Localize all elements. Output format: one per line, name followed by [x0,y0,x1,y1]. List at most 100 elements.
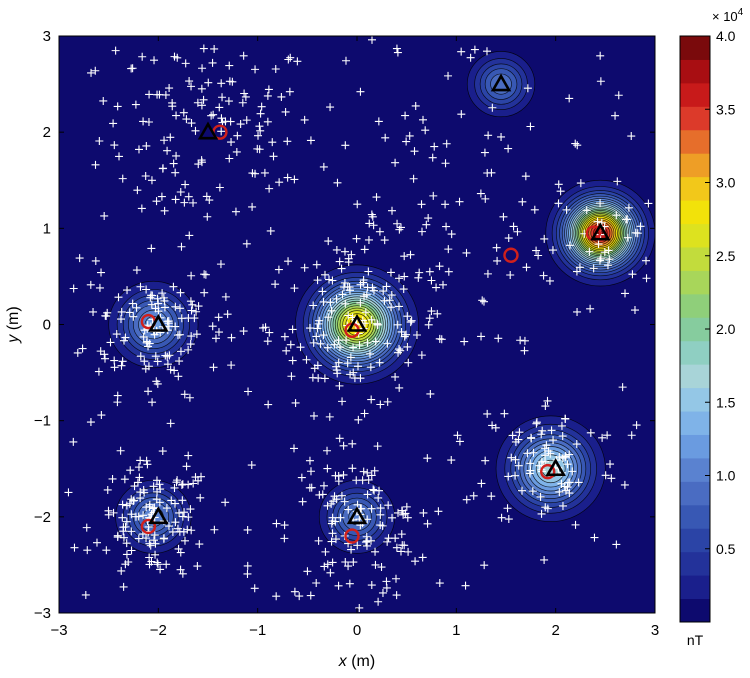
sample-point [503,504,512,513]
sample-point [284,55,293,64]
sample-point [532,246,541,255]
sample-point [64,488,73,497]
colorbar-unit-label: nT [687,632,704,648]
sample-point [439,280,448,289]
sample-point [240,89,249,98]
sample-point [171,168,180,177]
colorbar-segment [680,598,710,623]
sample-point [596,51,605,60]
y-axis-label-unit: (m) [5,306,22,334]
colorbar-exponent-label: × 104 [712,7,744,24]
sample-point [177,480,186,489]
sample-point [349,558,358,567]
sample-point [263,91,272,100]
sample-point [324,237,333,246]
sample-point [419,115,428,124]
sample-point [131,100,140,109]
sample-point [543,396,552,405]
sample-point [406,318,415,327]
sample-point [140,357,149,366]
sample-point [184,451,193,460]
sample-point [392,543,401,552]
sample-point [215,103,224,112]
sample-point [627,132,636,141]
sample-point [339,283,348,292]
sample-point [470,45,479,54]
sample-point [319,162,328,171]
sample-point [268,138,277,147]
sample-point [133,478,142,487]
sample-point [462,495,471,504]
sample-point [166,133,175,142]
sample-point [318,287,327,296]
sample-point [319,481,328,490]
sample-point [208,58,217,67]
sample-point [375,227,384,236]
y-tick-label: 2 [43,124,51,141]
sample-point [97,411,106,420]
sample-point [367,315,376,324]
sample-point [340,247,349,256]
sample-point [345,579,354,588]
sample-point [340,497,349,506]
sample-point [283,137,292,146]
colorbar-segment [680,106,710,131]
colorbar-segment [680,387,710,412]
sample-point [537,457,546,466]
sample-point [435,262,444,271]
sample-point [259,323,268,332]
sample-point [342,336,351,345]
sample-point [362,541,371,550]
sample-point [482,47,491,56]
sample-point [159,164,168,173]
sample-point [402,330,411,339]
sample-point [308,373,317,382]
sample-point [429,191,438,200]
sample-point [102,546,111,555]
sample-point [101,354,109,363]
sample-point [115,152,124,161]
sample-point [255,145,264,154]
sample-point [109,119,118,128]
sample-point [145,560,154,569]
sample-point [143,460,152,469]
sample-point [165,84,174,93]
sample-point [344,258,353,267]
y-tick-label: 0 [43,317,51,334]
sample-point [300,263,309,272]
sample-point [148,398,157,407]
sample-point [536,492,545,501]
sample-point [576,179,585,188]
sample-point [481,456,490,465]
sample-point [169,282,178,291]
sample-point [133,186,142,195]
sample-point [153,294,162,303]
sample-point [186,505,195,514]
sample-point [345,286,354,295]
sample-point [312,578,321,587]
sample-point [188,300,197,309]
sample-point [424,214,433,223]
sample-point [499,212,508,221]
sample-point [132,303,141,312]
sample-point [265,328,274,337]
sample-point [286,340,295,349]
sample-point [291,398,300,407]
sample-point [78,344,87,353]
sample-point [153,558,162,567]
sample-point [265,184,274,193]
sample-point [263,337,272,346]
sample-point [332,495,341,504]
sample-point [281,107,290,116]
sample-point [266,226,275,235]
sample-point [596,199,605,208]
sample-point [320,562,329,571]
sample-point [280,332,289,341]
sample-point [187,271,196,280]
sample-point [174,372,183,381]
sample-point [170,366,179,375]
sample-point [217,114,226,123]
sample-point [374,493,383,502]
sample-point [562,205,571,214]
sample-point [145,339,154,348]
